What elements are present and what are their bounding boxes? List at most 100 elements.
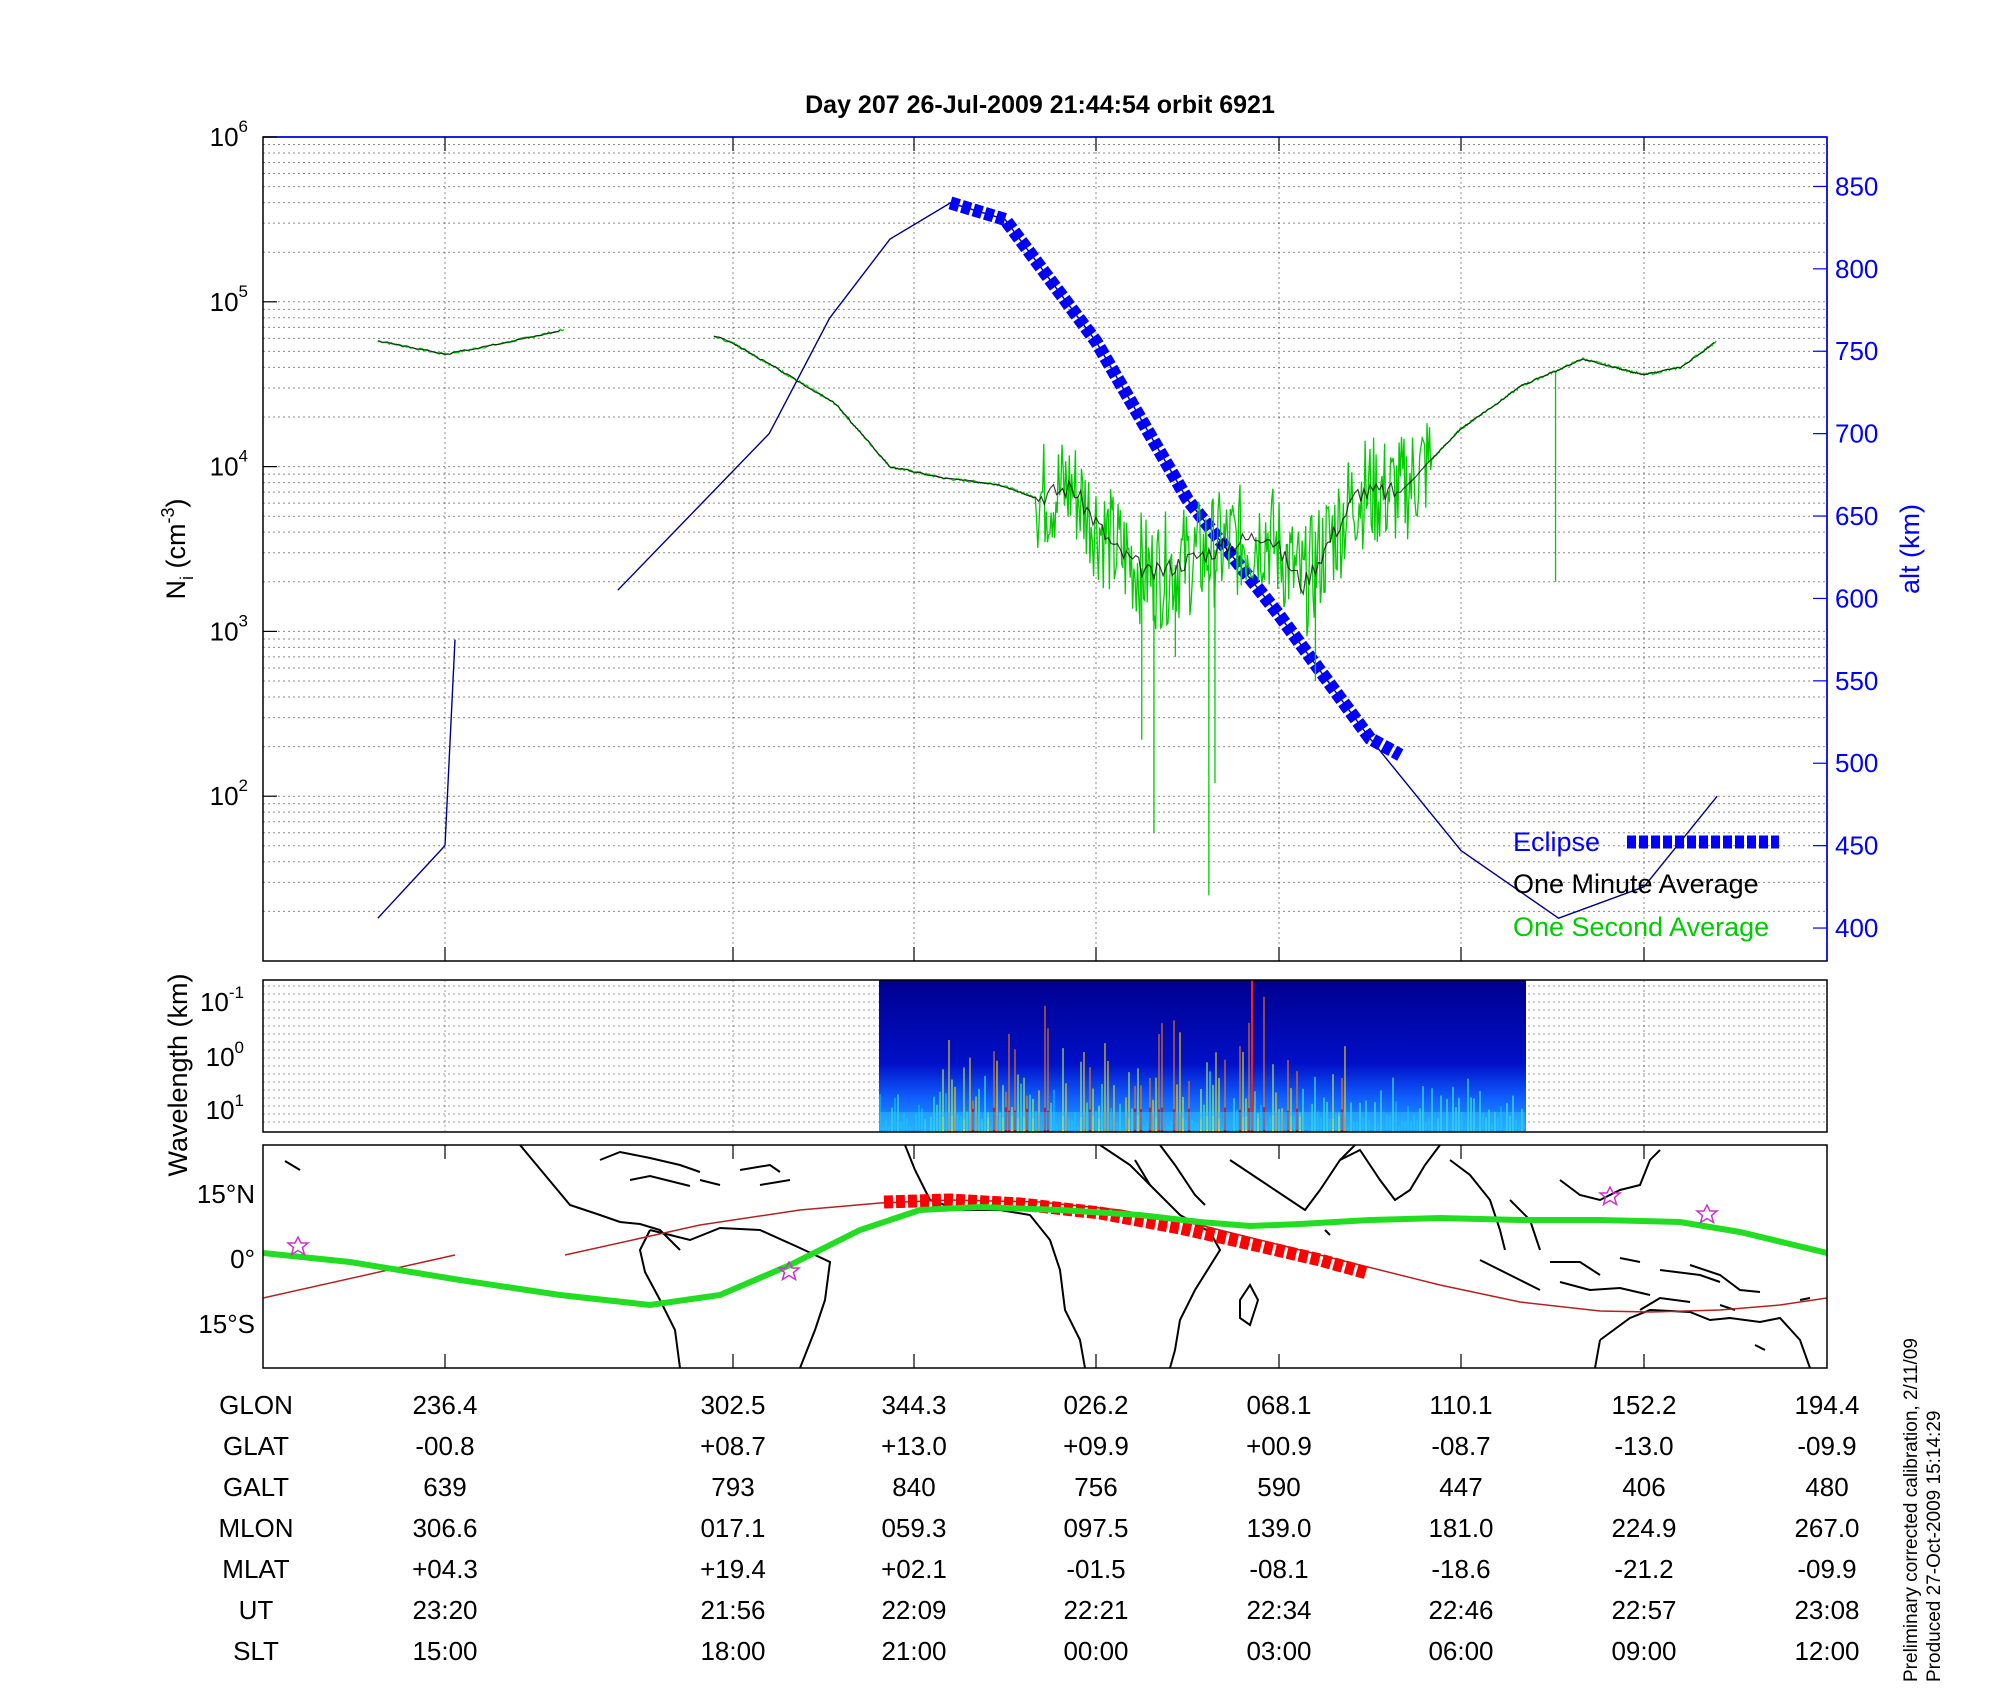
table-cell: 406: [1622, 1472, 1665, 1502]
legend: Eclipse One Minute Average One Second Av…: [1513, 827, 1779, 942]
table-row-label: UT: [239, 1595, 274, 1625]
table-cell: -09.9: [1797, 1431, 1856, 1461]
density-y-tick-label: 105: [210, 282, 248, 317]
table-cell: 09:00: [1611, 1636, 1676, 1666]
table-cell: 22:57: [1611, 1595, 1676, 1625]
table-cell: 152.2: [1611, 1390, 1676, 1420]
table-row-label: MLON: [218, 1513, 293, 1543]
table-cell: 590: [1257, 1472, 1300, 1502]
density-y-tick-label: 102: [210, 776, 248, 811]
altitude-y-tick-label: 500: [1835, 748, 1878, 778]
table-cell: 267.0: [1794, 1513, 1859, 1543]
altitude-y-tick-label: 650: [1835, 501, 1878, 531]
altitude-curve: [444, 639, 456, 846]
orbit-table: GLON 236.4 302.5 344.3 026.2 068.1 110.1 152.2 1…: [218, 1390, 1859, 1666]
one-second-average-line: [377, 328, 565, 356]
table-cell: 15:00: [412, 1636, 477, 1666]
table-cell: +19.4: [700, 1554, 766, 1584]
density-series: [377, 196, 1718, 919]
altitude-y-tick-label: 550: [1835, 666, 1878, 696]
table-cell: 21:56: [700, 1595, 765, 1625]
map-x-ticks: [444, 1145, 1645, 1368]
table-cell: 068.1: [1246, 1390, 1311, 1420]
density-y-tick-label: 104: [210, 447, 248, 482]
ground-track-eclipse: [883, 1193, 1369, 1280]
density-x-ticks: [444, 137, 1645, 961]
spectrogram-y-label: Wavelength (km): [163, 973, 193, 1176]
density-panel: 102 103 104 105 106 400 450 500 550 600 650 700 750…: [158, 117, 1925, 962]
table-cell: +00.9: [1246, 1431, 1312, 1461]
eclipse-segment: [948, 196, 1404, 761]
spectrogram-streaks: [879, 980, 1525, 1132]
table-row-label: GLAT: [223, 1431, 289, 1461]
table-cell: 110.1: [1429, 1390, 1492, 1420]
table-cell: 22:21: [1063, 1595, 1128, 1625]
map-y-tick-15s: 15°S: [198, 1309, 255, 1339]
table-cell: -08.1: [1249, 1554, 1308, 1584]
table-cell: -01.5: [1066, 1554, 1125, 1584]
one-minute-average-line: [713, 336, 1715, 596]
table-cell: 22:34: [1246, 1595, 1311, 1625]
spectrogram-panel-frame: [262, 979, 1828, 1133]
density-y-tick-label: 106: [210, 117, 248, 152]
calibration-note: Preliminary corrected calibration, 2/11/…: [1901, 1338, 1922, 1682]
table-cell: 447: [1439, 1472, 1482, 1502]
spectrogram-y-tick-label: 101: [206, 1091, 244, 1125]
dip-equator: [263, 1203, 1827, 1309]
altitude-y-tick-label: 850: [1835, 171, 1878, 201]
star-marker: [1694, 1203, 1720, 1225]
spectrogram-y-tick-label: 100: [206, 1038, 244, 1072]
spectrogram-image: [879, 980, 1526, 1132]
table-cell: +09.9: [1063, 1431, 1129, 1461]
altitude-y-tick-label: 400: [1835, 913, 1878, 943]
spectrogram-streak: [880, 1112, 1525, 1130]
table-cell: +13.0: [881, 1431, 947, 1461]
density-y-tick-label: 103: [210, 611, 248, 646]
table-cell: 059.3: [881, 1513, 946, 1543]
table-row-label: GALT: [223, 1472, 289, 1502]
table-cell: 639: [423, 1472, 466, 1502]
table-cell: 302.5: [700, 1390, 765, 1420]
legend-eclipse-label: Eclipse: [1513, 827, 1600, 857]
table-cell: +02.1: [881, 1554, 947, 1584]
table-row-label: SLT: [233, 1636, 279, 1666]
spectrogram-y-tick-label: 10-1: [200, 983, 244, 1017]
table-cell: 840: [892, 1472, 935, 1502]
spectrogram-y-ticks: 10-1 100 101: [200, 983, 244, 1125]
table-cell: -08.7: [1431, 1431, 1490, 1461]
map-panel-frame: [262, 1144, 1828, 1369]
map-y-tick-0: 0°: [230, 1244, 255, 1274]
spectrogram-panel: 10-1 100 101 Wavelength (km): [163, 973, 1828, 1177]
ground-track-a: [263, 1254, 456, 1299]
table-cell: -18.6: [1431, 1554, 1490, 1584]
table-cell: 236.4: [412, 1390, 477, 1420]
table-cell: 756: [1074, 1472, 1117, 1502]
map-panel: 15°N 0° 15°S: [197, 1144, 1828, 1369]
legend-second-label: One Second Average: [1513, 912, 1769, 942]
legend-minute-label: One Minute Average: [1513, 869, 1759, 899]
table-row-label: MLAT: [222, 1554, 290, 1584]
table-cell: -13.0: [1614, 1431, 1673, 1461]
coastlines: [284, 1145, 1811, 1368]
table-cell: 03:00: [1246, 1636, 1311, 1666]
magnetic-stars: [285, 1185, 1720, 1282]
table-cell: +04.3: [412, 1554, 478, 1584]
table-cell: +08.7: [700, 1431, 766, 1461]
table-cell: 12:00: [1794, 1636, 1859, 1666]
produced-note: Produced 27-Oct-2009 15:14:29: [1924, 1411, 1945, 1682]
table-cell: 097.5: [1063, 1513, 1128, 1543]
chart-title: Day 207 26-Jul-2009 21:44:54 orbit 6921: [805, 91, 1275, 119]
one-minute-average-line: [377, 329, 561, 355]
table-cell: 23:08: [1794, 1595, 1859, 1625]
table-cell: 344.3: [881, 1390, 946, 1420]
map-y-tick-15n: 15°N: [197, 1179, 255, 1209]
table-cell: 00:00: [1063, 1636, 1128, 1666]
density-y-ticks: 102 103 104 105 106: [210, 117, 277, 811]
altitude-y-tick-label: 800: [1835, 254, 1878, 284]
density-y-label: Ni (cm-3): [158, 498, 197, 599]
altitude-y-tick-label: 700: [1835, 419, 1878, 449]
table-cell: 18:00: [700, 1636, 765, 1666]
altitude-curve: [617, 202, 1718, 919]
table-cell: 306.6: [412, 1513, 477, 1543]
